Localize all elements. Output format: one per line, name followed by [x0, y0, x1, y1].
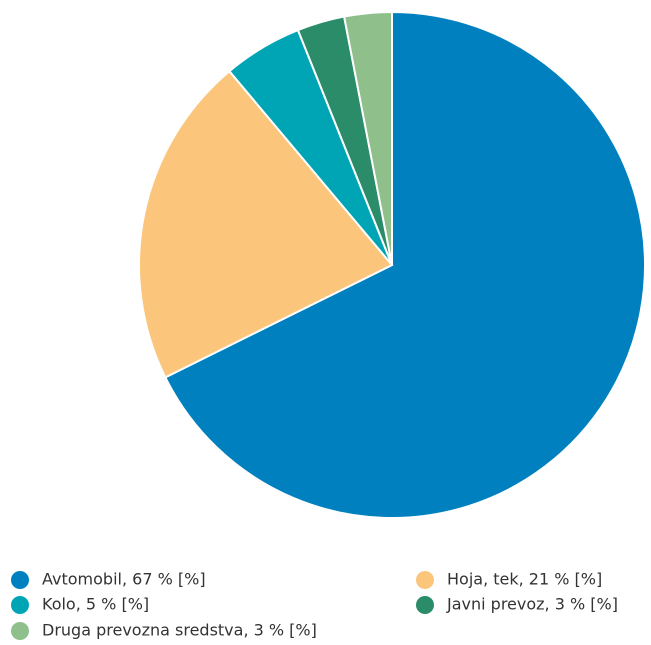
legend-label: Javni prevoz, 3 % [%]	[446, 595, 618, 614]
legend-marker	[11, 596, 29, 614]
legend-label: Kolo, 5 % [%]	[42, 595, 149, 614]
legend-label: Druga prevozna sredstva, 3 % [%]	[42, 621, 317, 640]
pie-slice	[138, 69, 394, 379]
pie-slice	[342, 10, 393, 266]
legend-marker	[11, 622, 29, 640]
legend-label: Hoja, tek, 21 % [%]	[447, 570, 602, 589]
legend-marker	[11, 571, 29, 589]
legend-label: Avtomobil, 67 % [%]	[42, 570, 206, 589]
legend-marker	[416, 571, 434, 589]
legend-marker	[416, 596, 434, 614]
pie-slice	[163, 10, 646, 519]
